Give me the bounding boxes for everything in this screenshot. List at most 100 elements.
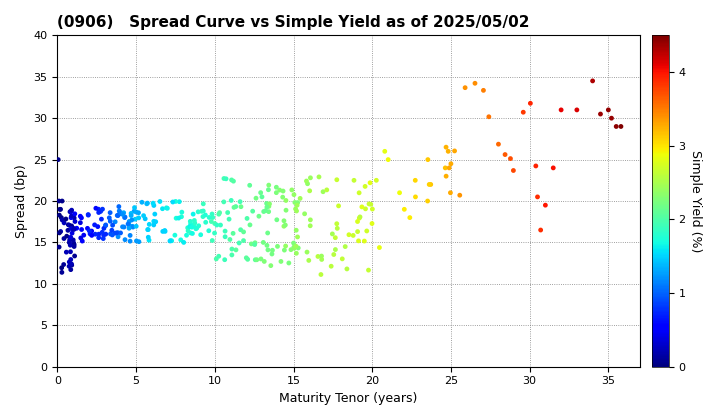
Point: [330, 246, 341, 253]
Point: [189, 217, 200, 224]
Point: [75, 235, 86, 242]
Point: [425, 181, 436, 188]
Point: [125, 238, 136, 244]
Point: [68, 243, 80, 250]
Point: [175, 236, 186, 243]
Point: [131, 238, 143, 244]
Point: [64, 237, 76, 244]
Point: [303, 257, 315, 264]
Point: [555, 107, 567, 113]
Point: [331, 220, 343, 227]
Point: [86, 232, 97, 239]
Point: [125, 212, 137, 219]
Point: [218, 175, 230, 182]
Point: [53, 156, 64, 163]
Point: [118, 224, 130, 231]
Point: [210, 255, 222, 262]
Point: [167, 199, 179, 205]
Point: [220, 176, 232, 182]
Point: [365, 201, 377, 207]
Point: [115, 210, 127, 216]
Point: [104, 209, 116, 216]
Point: [55, 214, 67, 221]
Point: [186, 230, 198, 237]
Point: [55, 228, 66, 235]
Point: [394, 189, 405, 196]
Point: [315, 271, 327, 278]
Point: [331, 225, 343, 232]
Point: [292, 234, 303, 240]
Point: [364, 201, 375, 207]
Point: [505, 155, 516, 162]
Point: [68, 226, 79, 233]
Point: [65, 234, 76, 241]
Point: [354, 215, 365, 221]
Point: [66, 262, 78, 268]
Point: [113, 203, 125, 210]
Point: [118, 209, 130, 216]
Point: [184, 218, 196, 225]
Point: [277, 188, 289, 194]
Point: [71, 225, 83, 231]
Point: [66, 207, 77, 213]
Point: [159, 227, 171, 234]
X-axis label: Maturity Tenor (years): Maturity Tenor (years): [279, 392, 418, 405]
Point: [75, 219, 86, 226]
Point: [258, 258, 270, 265]
Point: [53, 212, 65, 218]
Point: [352, 228, 364, 235]
Point: [184, 223, 196, 230]
Point: [454, 192, 466, 199]
Point: [66, 260, 77, 267]
Point: [123, 218, 135, 225]
Point: [114, 230, 126, 236]
Point: [530, 163, 541, 169]
Point: [222, 209, 233, 216]
Point: [109, 218, 121, 225]
Point: [95, 208, 107, 215]
Text: (0906)   Spread Curve vs Simple Yield as of 2025/05/02: (0906) Spread Curve vs Simple Yield as o…: [58, 15, 530, 30]
Point: [64, 208, 76, 215]
Point: [290, 205, 302, 212]
Point: [174, 198, 185, 205]
Point: [112, 234, 124, 240]
Point: [312, 253, 324, 260]
Point: [249, 241, 261, 248]
Point: [441, 144, 452, 150]
Point: [112, 229, 124, 236]
Point: [100, 231, 112, 237]
Point: [107, 222, 118, 228]
Point: [525, 100, 536, 107]
Point: [63, 239, 75, 246]
Point: [132, 209, 144, 216]
Point: [209, 230, 220, 236]
Point: [178, 239, 189, 246]
Point: [197, 207, 209, 214]
Point: [92, 223, 104, 230]
Point: [122, 220, 134, 227]
Point: [374, 244, 385, 251]
Point: [327, 231, 338, 237]
Point: [90, 205, 102, 212]
Point: [176, 213, 187, 220]
Point: [161, 205, 173, 212]
Point: [220, 228, 231, 234]
Point: [241, 215, 253, 222]
Point: [84, 231, 96, 237]
Point: [68, 226, 80, 232]
Point: [120, 214, 131, 220]
Point: [271, 243, 283, 250]
Point: [299, 210, 310, 217]
Point: [117, 223, 128, 230]
Point: [246, 241, 257, 247]
Point: [60, 249, 72, 255]
Point: [66, 225, 77, 232]
Point: [130, 223, 142, 230]
Point: [138, 212, 149, 219]
Point: [235, 226, 246, 233]
Point: [547, 165, 559, 171]
Point: [354, 189, 365, 196]
Point: [238, 228, 249, 235]
Point: [111, 230, 122, 236]
Point: [304, 187, 315, 194]
